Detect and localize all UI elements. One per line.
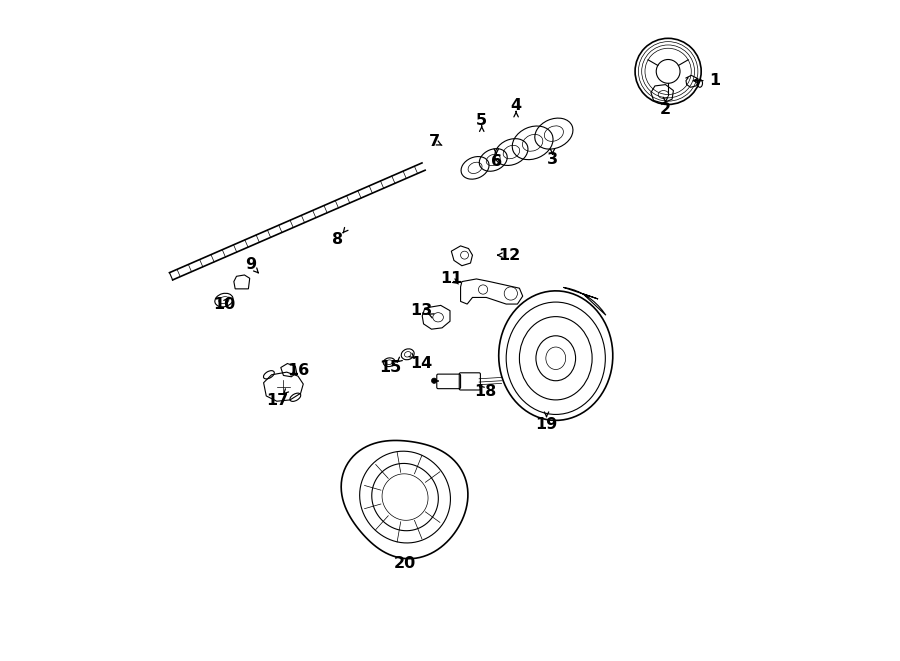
Text: 17: 17: [266, 393, 288, 408]
Text: 19: 19: [536, 417, 558, 432]
Text: 1: 1: [709, 73, 720, 88]
Text: 13: 13: [410, 303, 432, 318]
Text: 16: 16: [287, 363, 309, 377]
Text: 10: 10: [212, 297, 235, 311]
Text: 15: 15: [380, 360, 401, 375]
Text: 7: 7: [428, 134, 440, 149]
Text: 4: 4: [510, 98, 522, 113]
Circle shape: [431, 378, 436, 383]
Text: 8: 8: [332, 232, 343, 247]
Text: 20: 20: [394, 556, 416, 570]
Text: 11: 11: [440, 272, 463, 286]
Text: 2: 2: [660, 102, 671, 116]
Text: 5: 5: [476, 113, 487, 128]
Text: 18: 18: [474, 384, 497, 399]
Text: 3: 3: [547, 153, 558, 167]
Text: 14: 14: [410, 356, 432, 371]
Text: 9: 9: [245, 257, 256, 272]
Text: 12: 12: [499, 248, 520, 262]
Text: 6: 6: [491, 154, 502, 169]
